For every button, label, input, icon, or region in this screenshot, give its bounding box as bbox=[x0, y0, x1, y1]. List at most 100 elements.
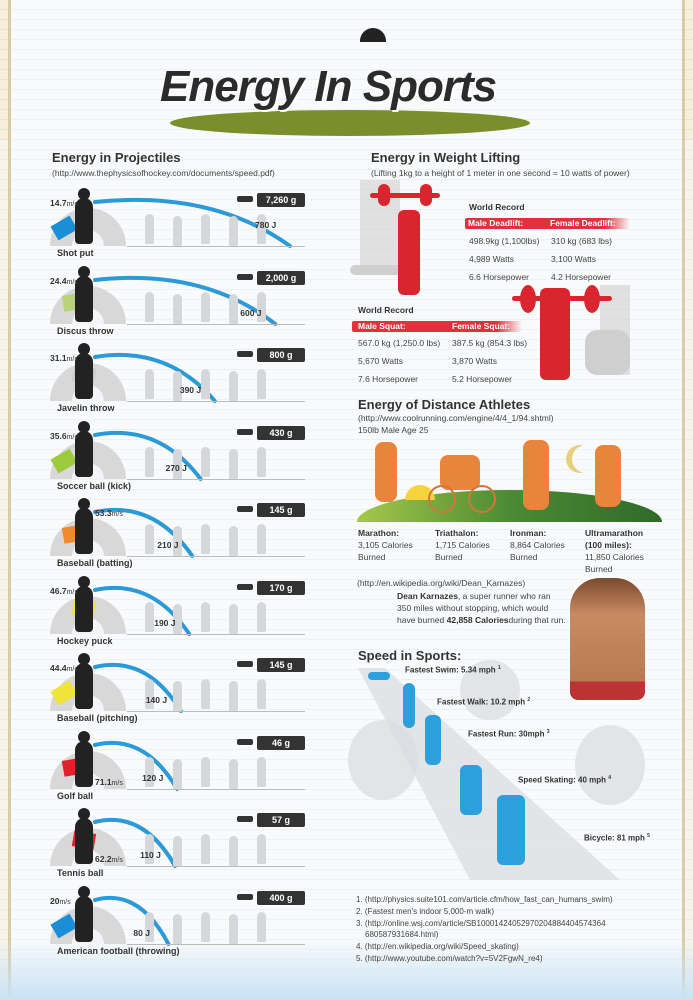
launch-speed: 31.1m/s bbox=[50, 353, 78, 363]
spectator-silhouette bbox=[201, 834, 210, 864]
spectator-silhouette bbox=[257, 756, 266, 787]
female-deadlift-values: 310 kg (683 lbs) 3,100 Watts 4.2 Horsepo… bbox=[551, 232, 612, 286]
reference-item: 680587931684.html) bbox=[365, 930, 439, 940]
ground-line bbox=[127, 323, 305, 325]
athlete-silhouette bbox=[75, 265, 93, 322]
event-calories: 8,864 Calories bbox=[510, 540, 565, 550]
spectator-silhouette bbox=[145, 214, 154, 244]
trajectory-arc bbox=[93, 507, 195, 558]
projectiles-heading: Energy in Projectiles bbox=[52, 150, 181, 165]
runner-icon bbox=[425, 715, 441, 765]
projectile-name: Hockey puck bbox=[57, 635, 113, 646]
speed-heading: Speed in Sports: bbox=[358, 648, 462, 663]
male-deadlift-label: Male Deadlift: bbox=[468, 218, 524, 228]
spectator-silhouette bbox=[229, 216, 238, 246]
mass-badge: 145 g bbox=[257, 503, 305, 517]
projectile-row: 71.1m/s Golf ball 46 g 120 J bbox=[45, 730, 310, 811]
event-name: Ironman: bbox=[510, 528, 547, 538]
projectile-row: 44.4m/s Baseball (pitching) 145 g 140 J bbox=[45, 653, 310, 733]
projectile-row: 14.7m/s Shot put 7,260 g 780 J bbox=[45, 188, 310, 268]
cyclist-icon bbox=[497, 795, 525, 865]
dumbbell-icon bbox=[237, 273, 253, 280]
projectile-name: Shot put bbox=[57, 248, 94, 258]
kinetic-energy-label: 390 J bbox=[179, 385, 202, 395]
trajectory-arc bbox=[93, 430, 203, 481]
spectator-silhouette bbox=[257, 446, 266, 477]
athlete-silhouette bbox=[75, 730, 93, 787]
mass-badge: 7,260 g bbox=[257, 193, 305, 207]
spectator-silhouette bbox=[201, 911, 210, 942]
kinetic-energy-label: 120 J bbox=[142, 772, 164, 783]
ground-line bbox=[127, 401, 305, 402]
projectile-name: Baseball (pitching) bbox=[57, 713, 138, 723]
spectator-silhouette bbox=[201, 369, 210, 399]
launch-speed: 53.3m/s bbox=[95, 508, 123, 518]
dumbbell-icon bbox=[237, 738, 253, 745]
kinetic-energy-label: 140 J bbox=[145, 695, 168, 705]
spectator-silhouette bbox=[257, 834, 266, 864]
spectator-silhouette bbox=[257, 214, 266, 244]
value: 310 kg (683 lbs) bbox=[551, 236, 612, 246]
ground-line bbox=[127, 556, 305, 557]
spectator-silhouette bbox=[201, 446, 210, 477]
value: 4,989 Watts bbox=[469, 254, 515, 264]
projectile-name: American football (throwing) bbox=[57, 945, 180, 956]
deadlift-header-bar: Male Deadlift: Female Deadlift: bbox=[465, 218, 630, 229]
trajectory-path bbox=[93, 895, 171, 946]
athlete-silhouette bbox=[75, 188, 93, 244]
spectator-silhouette bbox=[173, 758, 182, 789]
spectator-silhouette bbox=[173, 371, 182, 401]
spectator-silhouette bbox=[145, 756, 154, 787]
weight-source: (Lifting 1kg to a height of 1 meter in o… bbox=[371, 168, 630, 178]
speed-references: 1. (http://physics.suite101.com/article.… bbox=[356, 894, 613, 965]
plate-icon bbox=[520, 285, 536, 313]
ground-line bbox=[127, 478, 305, 480]
kinetic-energy-label: 190 J bbox=[154, 617, 176, 628]
reference-item: 4. (http://en.wikipedia.org/wiki/Speed_s… bbox=[356, 942, 519, 952]
spectator-silhouette bbox=[173, 293, 182, 324]
spectator-silhouette bbox=[145, 679, 154, 709]
male-squat-values: 567.0 kg (1,250.0 lbs) 5,670 Watts 7.6 H… bbox=[358, 334, 440, 388]
value: 7.6 Horsepower bbox=[358, 374, 419, 384]
plate-icon bbox=[378, 184, 390, 206]
spectator-silhouette bbox=[173, 681, 182, 711]
spectator-silhouette bbox=[257, 911, 266, 942]
projectiles-source: (http://www.thephysicsofhockey.com/docum… bbox=[52, 168, 275, 178]
mass-badge: 46 g bbox=[257, 735, 305, 750]
value: 5,670 Watts bbox=[358, 356, 404, 366]
weight-heading: Energy in Weight Lifting bbox=[371, 150, 521, 165]
spectator-silhouette bbox=[257, 679, 266, 709]
projectile-row: 24.4m/s Discus throw 2,000 g 600 J bbox=[45, 265, 310, 346]
spectator-silhouette bbox=[229, 836, 238, 866]
launch-speed: 44.4m/s bbox=[50, 663, 78, 673]
launch-speed: 62.2m/s bbox=[95, 854, 123, 864]
spectator-silhouette bbox=[229, 603, 238, 634]
mass-badge: 2,000 g bbox=[257, 270, 305, 285]
dumbbell-icon bbox=[237, 196, 253, 202]
distance-event: Triathalon: 1,715 Calories Burned bbox=[435, 527, 510, 563]
spectator-silhouette bbox=[229, 681, 238, 711]
spectator-silhouette bbox=[173, 216, 182, 246]
event-name: Triathalon: bbox=[435, 528, 479, 538]
ground-line bbox=[127, 943, 305, 945]
ground-line bbox=[127, 788, 305, 790]
dean-description: Dean Karnazes, a super runner who ran 35… bbox=[397, 590, 567, 626]
reference-item: 1. (http://physics.suite101.com/article.… bbox=[356, 895, 613, 904]
distance-heading: Energy of Distance Athletes bbox=[358, 397, 531, 412]
projectile-name: Javelin throw bbox=[57, 403, 115, 413]
female-squat-label: Female Squat: bbox=[452, 321, 511, 331]
spectator-silhouette bbox=[229, 371, 238, 401]
kinetic-energy-label: 80 J bbox=[133, 927, 150, 938]
deadlift-silhouette bbox=[350, 265, 410, 275]
launch-speed: 71.1m/s bbox=[95, 776, 123, 787]
projectile-name: Baseball (batting) bbox=[57, 558, 133, 568]
event-suffix: Burned bbox=[358, 552, 386, 562]
launch-speed: 46.7m/s bbox=[50, 585, 78, 596]
lifter-silhouette bbox=[540, 288, 570, 380]
projectile-row: 46.7m/s Hockey puck 170 g 190 J bbox=[45, 575, 310, 656]
trajectory-path bbox=[93, 740, 180, 791]
mass-badge: 430 g bbox=[257, 425, 305, 440]
athlete-silhouette bbox=[75, 498, 93, 554]
spectator-silhouette bbox=[201, 291, 210, 322]
female-squat-values: 387.5 kg (854.3 lbs) 3,870 Watts 5.2 Hor… bbox=[452, 334, 527, 388]
